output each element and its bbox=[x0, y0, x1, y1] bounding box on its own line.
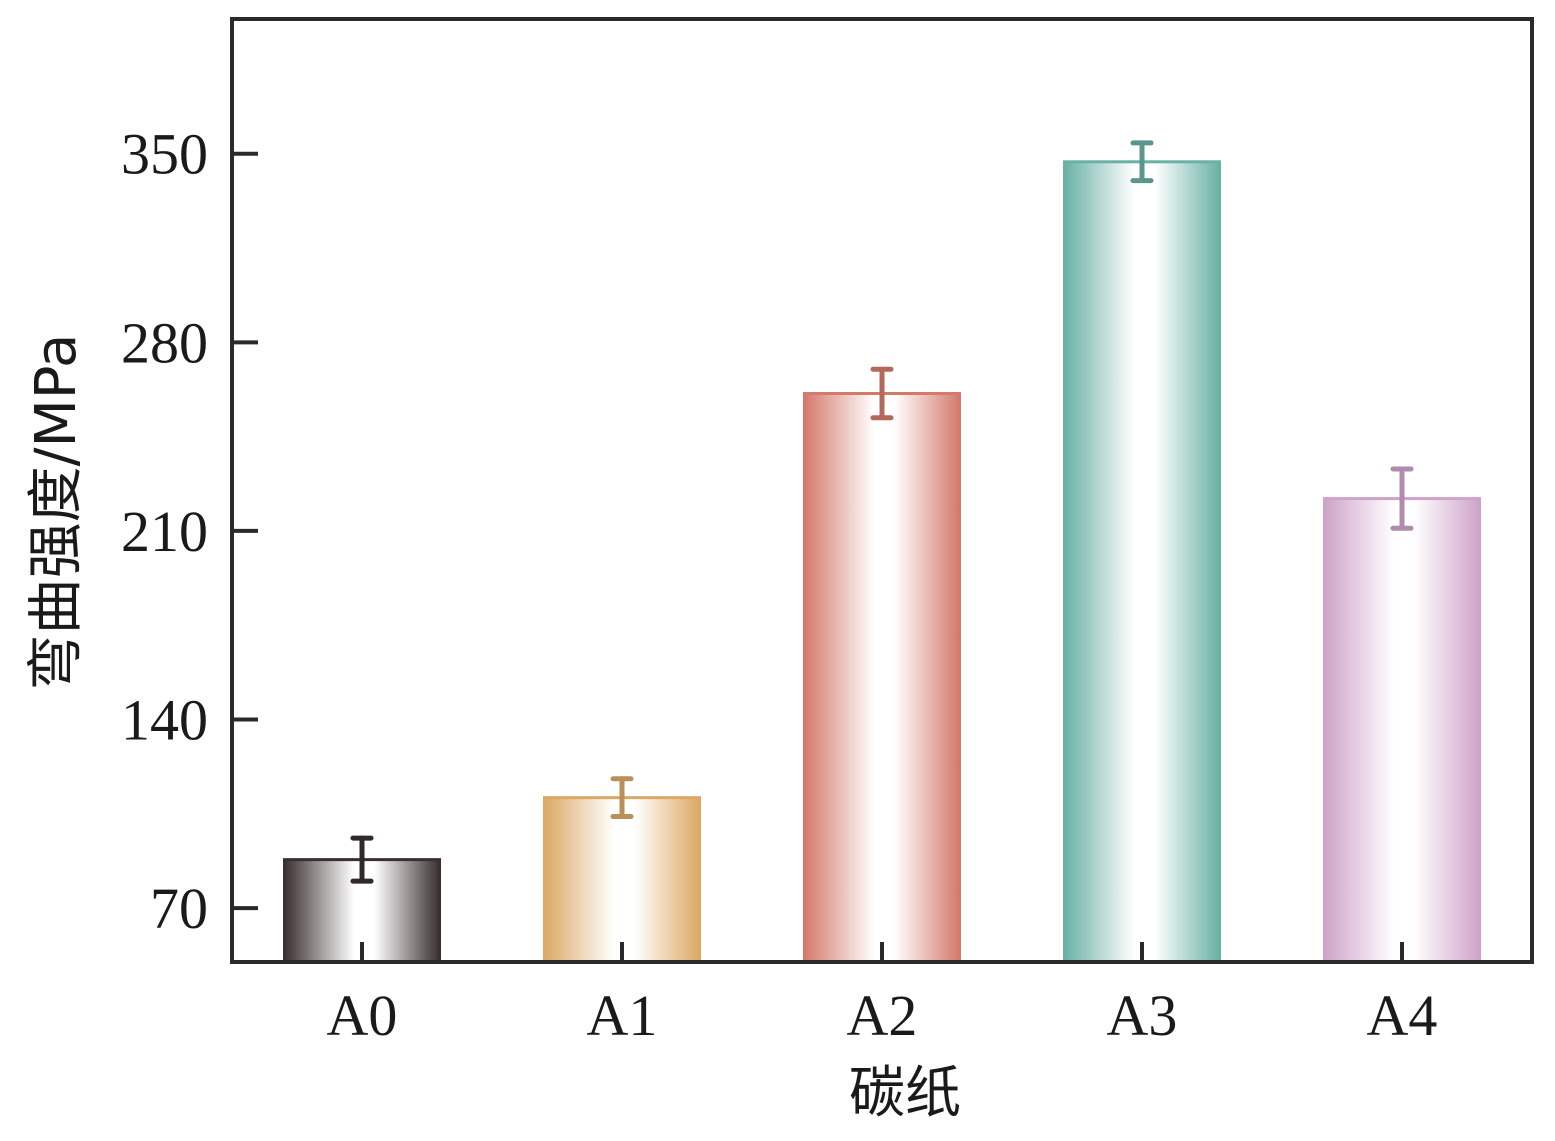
y-axis: 70 140 210 280 350 bbox=[121, 122, 258, 941]
x-tick-label-A1: A1 bbox=[587, 983, 658, 1048]
x-tick-label-A4: A4 bbox=[1367, 983, 1438, 1048]
bar-A3 bbox=[1063, 160, 1221, 964]
x-axis-title: 碳纸 bbox=[849, 1061, 961, 1126]
bar-A1 bbox=[543, 796, 701, 964]
y-tick-label-140: 140 bbox=[121, 688, 208, 753]
error-bar-A4 bbox=[1390, 466, 1414, 531]
error-bar-A0 bbox=[350, 835, 374, 884]
x-axis: A0 A1 A2 A3 A4 bbox=[327, 942, 1438, 1048]
y-tick-label-280: 280 bbox=[121, 310, 208, 375]
x-tick-label-A3: A3 bbox=[1107, 983, 1178, 1048]
error-bar-A2 bbox=[870, 366, 894, 421]
bar-A4 bbox=[1323, 497, 1481, 964]
x-tick-label-A2: A2 bbox=[847, 983, 918, 1048]
error-bar-A1 bbox=[610, 776, 634, 820]
x-tick-label-A0: A0 bbox=[327, 983, 398, 1048]
y-axis-title: 弯曲强度/MPa bbox=[24, 334, 89, 691]
bars-layer bbox=[283, 160, 1481, 964]
y-tick-label-210: 210 bbox=[121, 499, 208, 564]
y-tick-label-70: 70 bbox=[150, 876, 208, 941]
error-bar-A3 bbox=[1130, 140, 1154, 184]
error-bars-layer bbox=[350, 140, 1414, 884]
bar-A2 bbox=[803, 392, 961, 964]
y-tick-label-350: 350 bbox=[121, 122, 208, 187]
